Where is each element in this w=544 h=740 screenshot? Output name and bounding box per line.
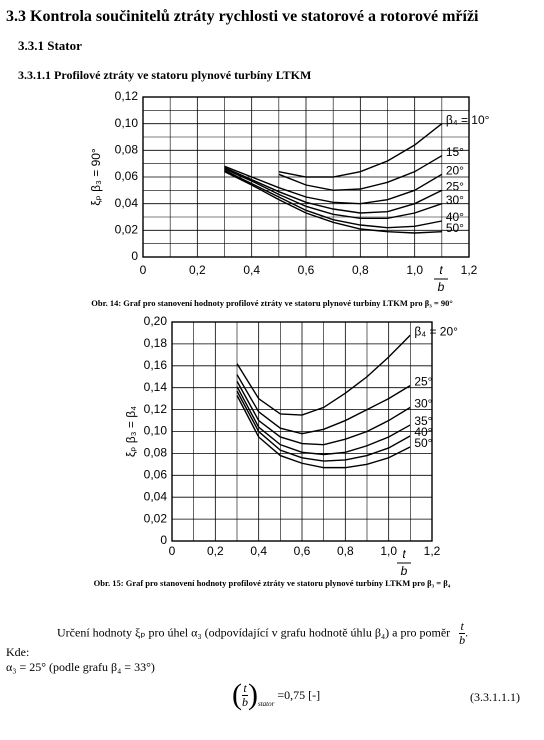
series-line — [224, 169, 442, 229]
x-tick-label: 0,6 — [294, 544, 311, 558]
y-tick-label: 0,02 — [144, 511, 168, 525]
num: t — [460, 619, 464, 633]
x-label-den: b — [438, 280, 445, 294]
series-line — [236, 374, 411, 435]
x-tick-label: 0,2 — [207, 544, 224, 558]
caption: Obr. 15: Graf pro stanovení hodnoty prof… — [93, 578, 451, 588]
series-label: 20° — [446, 164, 464, 178]
den: b — [242, 694, 248, 709]
y-tick-label: 0,04 — [115, 196, 139, 210]
y-axis-label: ξₚ β₃ = β₄ — [124, 406, 138, 457]
y-tick-label: 0,14 — [144, 380, 168, 394]
y-tick-label: 0,10 — [115, 116, 139, 130]
series-label: 30° — [446, 193, 464, 207]
x-tick-label: 0 — [169, 544, 176, 558]
x-tick-label: 1,2 — [424, 544, 441, 558]
equation: (t b) stator =0,75 [-] — [232, 678, 321, 711]
x-label-num: t — [439, 263, 443, 277]
series-line — [236, 390, 411, 462]
plot-frame — [142, 96, 470, 258]
rhs: =0,75 [-] — [277, 687, 321, 702]
x-label-num: t — [402, 547, 406, 561]
y-axis-label: ξₚ β₃ = 90° — [89, 148, 103, 206]
series-line — [236, 334, 411, 416]
heading: 3.3 Kontrola součinitelů ztráty rychlost… — [6, 8, 479, 25]
y-tick-label: 0,12 — [115, 89, 139, 103]
y-tick-label: 0,06 — [115, 169, 139, 183]
y-tick-label: 0,16 — [144, 358, 168, 372]
series-label: 30° — [414, 397, 432, 411]
x-tick-label: 0,4 — [250, 544, 267, 558]
y-tick-label: 0,06 — [144, 467, 168, 481]
paragraph: Určení hodnoty ξₚ pro úhel α₃ (odpovídaj… — [57, 620, 468, 647]
x-tick-label: 0 — [140, 263, 147, 277]
plot-frame — [171, 321, 433, 542]
series-line — [236, 386, 411, 456]
x-tick-label: 1,0 — [406, 263, 423, 277]
series-label: 35° — [414, 414, 432, 428]
series-label: 50° — [414, 436, 432, 450]
series-label: β₄ = 20° — [414, 324, 458, 338]
kde: Kde: — [6, 645, 30, 659]
y-tick-label: 0 — [131, 249, 138, 263]
eq-number: (3.3.1.1.1) — [470, 690, 520, 704]
series-line — [224, 165, 443, 205]
x-tick-label: 1,0 — [380, 544, 397, 558]
series-line — [278, 123, 443, 178]
y-tick-label: 0,08 — [144, 446, 168, 460]
x-tick-label: 0,2 — [189, 263, 206, 277]
x-tick-label: 0,6 — [298, 263, 315, 277]
y-tick-label: 0,20 — [144, 314, 168, 328]
x-tick-label: 0,4 — [243, 263, 260, 277]
series-label: β₄ = 10° — [446, 113, 490, 127]
alpha-line: α₃ = 25° (podle grafu β₄ = 33°) — [6, 660, 155, 674]
y-tick-label: 0 — [160, 533, 167, 547]
series-line — [224, 168, 443, 220]
series-label: 25° — [446, 180, 464, 194]
series-line — [236, 380, 411, 446]
num: t — [243, 680, 247, 695]
text: Určení hodnoty ξₚ pro úhel α₃ (odpovídaj… — [57, 625, 451, 640]
subsubheading: 3.3.1.1 Profilové ztráty ve statoru plyn… — [18, 68, 312, 82]
series-line — [278, 155, 443, 192]
y-tick-label: 0,12 — [144, 402, 168, 416]
y-tick-label: 0,02 — [115, 223, 139, 237]
series-line — [224, 171, 442, 234]
series-label: 40° — [414, 425, 432, 439]
chart: 0 0,2 0,4 0,6 0,8 1,0 1,2 0 0,02 0,04 0,06 0,08 0,10… — [124, 314, 458, 576]
series-line — [236, 395, 411, 469]
den: b — [459, 633, 466, 647]
x-tick-label: 0,8 — [337, 544, 354, 558]
series-label: 25° — [414, 375, 432, 389]
x-tick-label: 0,8 — [352, 263, 369, 277]
series-label: 50° — [446, 221, 464, 235]
series-label: 40° — [446, 210, 464, 224]
x-label-den: b — [401, 564, 408, 576]
y-tick-label: 0,18 — [144, 336, 168, 350]
y-tick-label: 0,08 — [115, 143, 139, 157]
subscript: stator — [258, 700, 275, 708]
series-line — [224, 167, 443, 214]
caption: Obr. 14: Graf pro stanovení hodnoty prof… — [91, 298, 453, 308]
x-tick-label: 1,2 — [461, 263, 478, 277]
series-label: 15° — [446, 145, 464, 159]
text: . — [465, 625, 469, 640]
chart: 0 0,2 0,4 0,6 0,8 1,0 1,2 0 0,02 0,04 0,06 0,08 0,10… — [89, 89, 490, 294]
subheading: 3.3.1 Stator — [18, 38, 82, 53]
y-tick-label: 0,04 — [144, 489, 168, 503]
y-tick-label: 0,10 — [144, 424, 168, 438]
